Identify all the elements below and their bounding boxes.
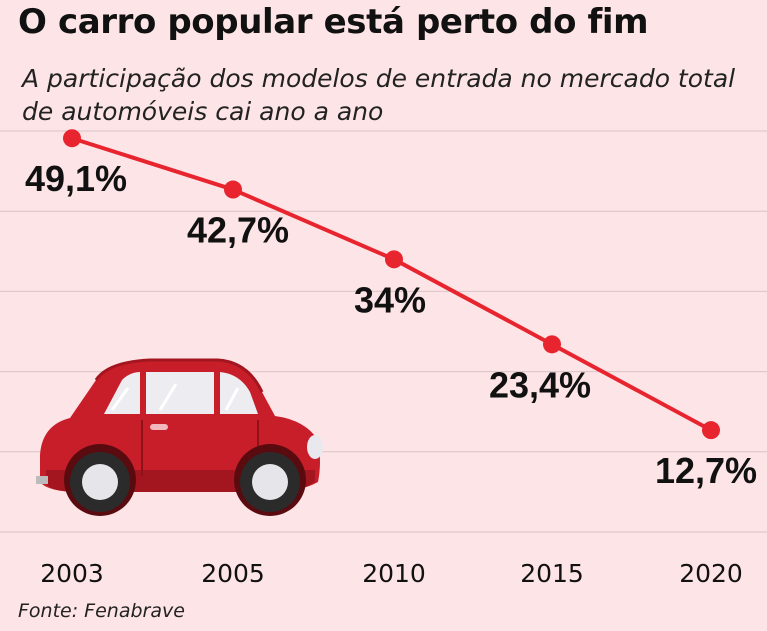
data-point-2010	[385, 250, 403, 269]
x-tick-2005: 2005	[201, 559, 265, 588]
data-label-2020: 12,7%	[655, 450, 757, 491]
x-axis-ticks: 2003 2005 2010 2015 2020	[40, 559, 743, 588]
car-icon	[36, 358, 323, 516]
source-note: Fonte: Fenabrave	[18, 600, 185, 622]
chart-subtitle: A participação dos modelos de entrada no…	[22, 64, 736, 126]
chart-title: O carro popular está perto do fim	[18, 2, 649, 42]
data-points	[63, 129, 720, 440]
data-point-2020	[702, 421, 720, 440]
x-tick-2015: 2015	[520, 559, 584, 588]
x-tick-2010: 2010	[362, 559, 426, 588]
data-label-2005: 42,7%	[187, 210, 289, 251]
data-point-2015	[543, 335, 561, 354]
x-tick-2003: 2003	[40, 559, 104, 588]
data-point-2005	[224, 180, 242, 199]
x-tick-2020: 2020	[679, 559, 743, 588]
data-labels: 49,1% 42,7% 34% 23,4% 12,7%	[25, 158, 757, 491]
data-label-2015: 23,4%	[489, 364, 591, 405]
data-label-2010: 34%	[354, 279, 426, 320]
data-point-2003	[63, 129, 81, 148]
data-label-2003: 49,1%	[25, 158, 127, 199]
